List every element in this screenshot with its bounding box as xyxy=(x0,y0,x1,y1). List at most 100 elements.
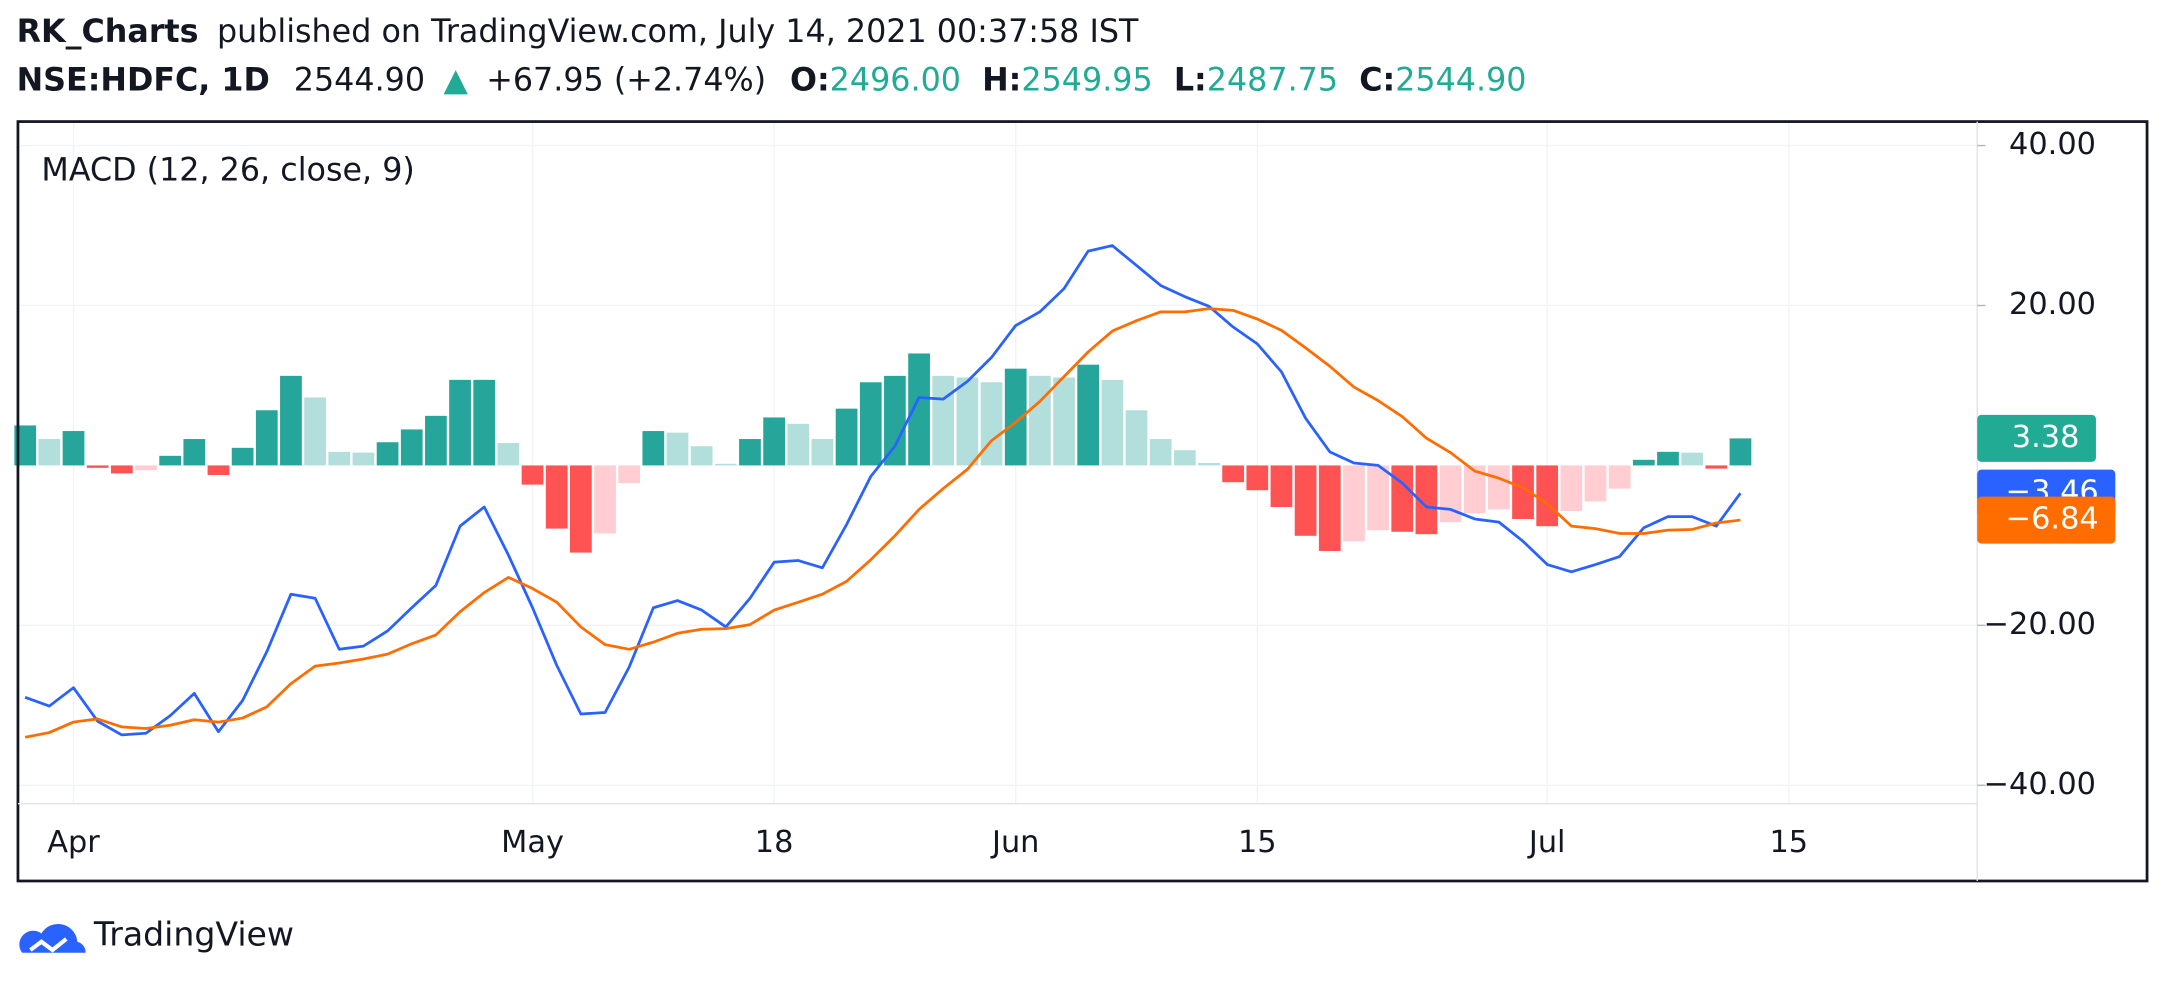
histogram-bar xyxy=(521,465,544,485)
histogram-bar xyxy=(1318,465,1341,551)
histogram-bar xyxy=(1681,452,1704,466)
last-value-label: 3.38 xyxy=(2012,420,2080,455)
histogram-bar xyxy=(1028,375,1051,466)
histogram-bar xyxy=(763,417,785,466)
histogram-bar xyxy=(835,408,858,466)
header-line-2: NSE:HDFC, 1D 2544.90 ▲ +67.95 (+2.74%) O… xyxy=(17,63,1527,99)
histogram-bar xyxy=(642,431,665,466)
y-tick-label: −40.00 xyxy=(1984,767,2096,802)
histogram-bar xyxy=(1077,364,1100,466)
y-tick-label: 20.00 xyxy=(2009,287,2096,322)
histogram-bar xyxy=(207,465,230,476)
histogram-bar xyxy=(110,465,133,474)
histogram-bar xyxy=(1729,438,1752,466)
x-tick-label: 18 xyxy=(755,825,794,860)
histogram-bar xyxy=(739,439,761,466)
histogram-bar xyxy=(1391,465,1414,532)
histogram-bar xyxy=(1125,410,1148,466)
pane-border xyxy=(16,120,2149,883)
published: published on TradingView.com, July 14, 2… xyxy=(217,14,1139,50)
histogram-bar xyxy=(1173,450,1196,466)
histogram-bar xyxy=(159,455,182,466)
histogram-bar xyxy=(1608,465,1631,489)
histogram-bar xyxy=(1246,465,1269,491)
histogram-bar xyxy=(1270,465,1293,508)
ohlc-value: 2496.00 xyxy=(830,63,961,99)
symbol: NSE:HDFC, 1D xyxy=(17,63,270,99)
histogram-bar xyxy=(1584,465,1607,502)
histogram-bar xyxy=(690,446,713,466)
histogram-bar xyxy=(666,432,689,466)
histogram-bar xyxy=(255,410,278,466)
histogram-bar xyxy=(787,423,810,466)
histogram-bar xyxy=(1343,465,1365,542)
ohlc-label: L: xyxy=(1174,63,1207,99)
up-arrow: ▲ xyxy=(443,63,468,99)
y-tick-label: 40.00 xyxy=(2009,127,2096,162)
histogram-bar xyxy=(618,465,641,484)
x-tick-label: 15 xyxy=(1238,825,1277,860)
histogram-bar xyxy=(425,415,447,466)
last-value-label: −6.84 xyxy=(2006,502,2099,537)
last-value-box xyxy=(1977,496,2116,544)
ohlc-value: 2549.95 xyxy=(1021,63,1152,99)
line-series xyxy=(24,307,1741,739)
brand: TradingView xyxy=(93,915,294,954)
change: +67.95 (+2.74%) xyxy=(486,63,766,99)
histogram-bar xyxy=(908,353,930,466)
histogram-bar xyxy=(183,439,206,466)
ohlc-label: C: xyxy=(1359,63,1395,99)
histogram-bar xyxy=(1004,368,1027,466)
histogram-bar xyxy=(545,465,568,529)
price: 2544.90 xyxy=(294,63,425,99)
histogram-bar xyxy=(135,465,157,471)
histogram-bar xyxy=(1657,451,1679,466)
histogram-bar xyxy=(1198,463,1220,466)
line-series xyxy=(24,244,1742,737)
x-tick-label: Jul xyxy=(1527,825,1566,860)
x-tick-label: May xyxy=(501,825,564,860)
histogram-bar xyxy=(328,451,351,466)
histogram-bar xyxy=(956,377,979,466)
y-tick-label: −20.00 xyxy=(1984,607,2096,642)
author: RK_Charts xyxy=(17,14,199,50)
histogram-bar xyxy=(859,382,882,466)
x-tick-label: 15 xyxy=(1769,825,1808,860)
tradingview-logo: TradingView xyxy=(19,915,294,954)
histogram-bar xyxy=(594,465,616,534)
histogram-bar xyxy=(1294,465,1317,536)
histogram-bar xyxy=(884,375,906,466)
histogram-bar xyxy=(1463,465,1486,514)
histogram-bar xyxy=(400,429,423,466)
histogram-bar xyxy=(1053,377,1075,466)
histogram-bar xyxy=(1536,465,1559,527)
ohlc-label: H: xyxy=(982,63,1021,99)
indicator-title: MACD (12, 26, close, 9) xyxy=(41,152,414,188)
last-value-box xyxy=(1977,414,2096,462)
histogram-bar xyxy=(304,397,326,466)
ohlc-value: 2544.90 xyxy=(1395,63,1526,99)
histogram-bar xyxy=(1222,465,1245,483)
histogram-bar xyxy=(980,382,1003,466)
histogram-bar xyxy=(1101,379,1124,466)
histogram-bar xyxy=(714,463,737,466)
histogram-bar xyxy=(932,375,955,466)
x-tick-label: Jun xyxy=(990,825,1039,860)
histogram-bar xyxy=(352,452,375,466)
plot-area xyxy=(14,121,1978,804)
histogram-bar xyxy=(1415,465,1438,535)
x-tick-label: Apr xyxy=(47,825,100,860)
histogram-bar xyxy=(1512,465,1534,519)
histogram-bar xyxy=(280,375,302,466)
ohlc-label: O: xyxy=(790,63,830,99)
histogram-bar xyxy=(1560,465,1583,512)
header-line-1: RK_Charts published on TradingView.com, … xyxy=(17,14,1139,50)
histogram-bar xyxy=(1488,465,1510,510)
histogram-bar xyxy=(569,465,592,553)
histogram-bar xyxy=(38,439,61,466)
histogram-bar xyxy=(86,465,109,468)
histogram-bar xyxy=(473,379,496,466)
histogram-bar xyxy=(231,447,254,466)
